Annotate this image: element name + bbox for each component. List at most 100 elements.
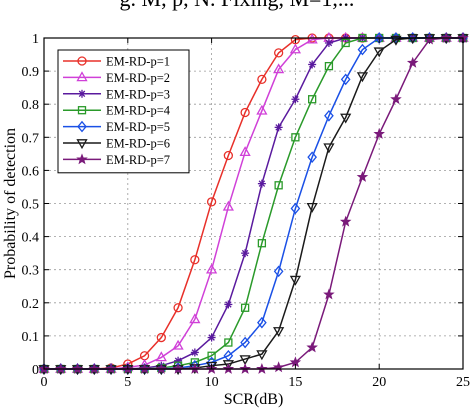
legend-entry: EM-RD-p=7 — [63, 153, 170, 167]
data-point — [240, 303, 250, 312]
asterisk-stroke — [292, 95, 299, 103]
y-axis-label: Probability of detection — [2, 128, 19, 279]
data-point — [373, 47, 385, 58]
data-point — [356, 170, 369, 182]
data-point — [224, 300, 233, 309]
data-point — [257, 74, 267, 85]
data-point — [357, 43, 368, 56]
asterisk-stroke — [275, 124, 282, 131]
data-point — [289, 275, 302, 286]
y-tick-label: 0.7 — [22, 131, 40, 146]
data-point — [274, 181, 283, 190]
legend-label: EM-RD-p=1 — [106, 55, 170, 69]
data-point — [289, 43, 302, 54]
legend-box — [57, 49, 190, 174]
data-point — [257, 316, 267, 329]
y-tick-label: 0.3 — [22, 264, 40, 279]
data-point — [323, 143, 335, 154]
data-point — [272, 361, 285, 373]
data-point — [390, 35, 402, 46]
legend-entry: EM-RD-p=4 — [63, 104, 171, 118]
legend-marker — [77, 56, 87, 66]
data-point — [256, 350, 268, 361]
data-point — [222, 360, 234, 371]
data-point — [240, 107, 250, 118]
data-point — [291, 133, 300, 142]
data-point — [273, 265, 284, 278]
data-point — [189, 313, 201, 324]
y-tick-label: 0.4 — [22, 231, 40, 246]
y-tick-label: 0.6 — [22, 164, 40, 179]
asterisk-stroke — [191, 349, 199, 356]
data-point — [273, 48, 284, 58]
ticks: 0 5 10 15 20 25 0 0.1 0.2 0.3 0.4 0.5 0.6 0.7 0.8 0.9 1 — [22, 32, 471, 390]
data-point — [291, 95, 300, 104]
data-point — [323, 288, 335, 300]
x-tick-label: 10 — [205, 375, 219, 390]
data-point — [340, 73, 351, 86]
legend-marker — [76, 153, 88, 165]
legend-marker — [76, 71, 88, 82]
legend-label: EM-RD-p=2 — [106, 71, 170, 85]
y-tick-label: 0.5 — [22, 198, 40, 213]
legend-entry: EM-RD-p=3 — [63, 87, 170, 101]
data-point — [155, 351, 167, 362]
data-point — [308, 95, 317, 104]
legend-label: EM-RD-p=5 — [106, 120, 170, 134]
legend-label: EM-RD-p=6 — [106, 137, 170, 151]
legend-marker — [76, 139, 88, 150]
asterisk-stroke — [208, 334, 215, 341]
data-point — [206, 197, 217, 207]
legend-marker — [77, 120, 87, 133]
legend-label: EM-RD-p=4 — [106, 104, 171, 118]
data-point — [223, 150, 234, 161]
data-point — [390, 93, 402, 105]
asterisk-stroke — [308, 61, 316, 68]
legend-entry: EM-RD-p=5 — [63, 120, 170, 134]
x-tick-label: 20 — [372, 375, 386, 390]
y-tick-label: 1 — [32, 32, 39, 47]
data-point — [324, 109, 334, 122]
chart-title-cut: g. M, p, N. Fixing, M=1,... — [0, 0, 474, 12]
x-tick-label: 5 — [124, 375, 131, 390]
legend-marker — [77, 106, 87, 115]
data-point — [240, 336, 250, 349]
data-point — [205, 361, 218, 372]
y-tick-label: 0.8 — [22, 98, 40, 113]
legend-entry: EM-RD-p=2 — [63, 71, 170, 85]
data-point — [224, 338, 233, 347]
data-point — [339, 215, 352, 227]
data-point — [307, 151, 318, 163]
data-point — [373, 127, 385, 139]
y-tick-label: 0 — [32, 363, 39, 378]
data-point — [207, 333, 216, 342]
data-point — [290, 202, 301, 215]
data-point — [406, 56, 419, 68]
x-axis-label: SCR(dB) — [224, 391, 284, 408]
data-point — [273, 63, 285, 74]
data-point — [173, 303, 183, 313]
data-point — [257, 179, 266, 188]
data-point — [190, 348, 199, 357]
legend-label: EM-RD-p=7 — [106, 153, 170, 167]
x-tick-label: 0 — [41, 375, 48, 390]
asterisk-stroke — [225, 301, 232, 308]
data-point — [239, 146, 251, 157]
data-point — [306, 341, 318, 353]
data-point — [207, 351, 216, 360]
data-point — [356, 72, 369, 83]
data-point — [306, 202, 318, 213]
legend-entry: EM-RD-p=6 — [63, 137, 170, 151]
y-tick-label: 0.2 — [22, 297, 40, 312]
x-tick-label: 25 — [456, 375, 470, 390]
data-point — [190, 255, 200, 265]
data-point — [308, 60, 317, 69]
data-point — [239, 355, 251, 366]
asterisk-stroke — [241, 249, 249, 257]
data-point — [172, 339, 184, 350]
data-point — [274, 123, 283, 132]
legend: EM-RD-p=1 EM-RD-p=2 EM-RD-p=3 EM-RD-p=4 EM-R… — [57, 49, 190, 174]
legend-entry: EM-RD-p=1 — [63, 55, 170, 69]
data-point — [222, 200, 234, 211]
